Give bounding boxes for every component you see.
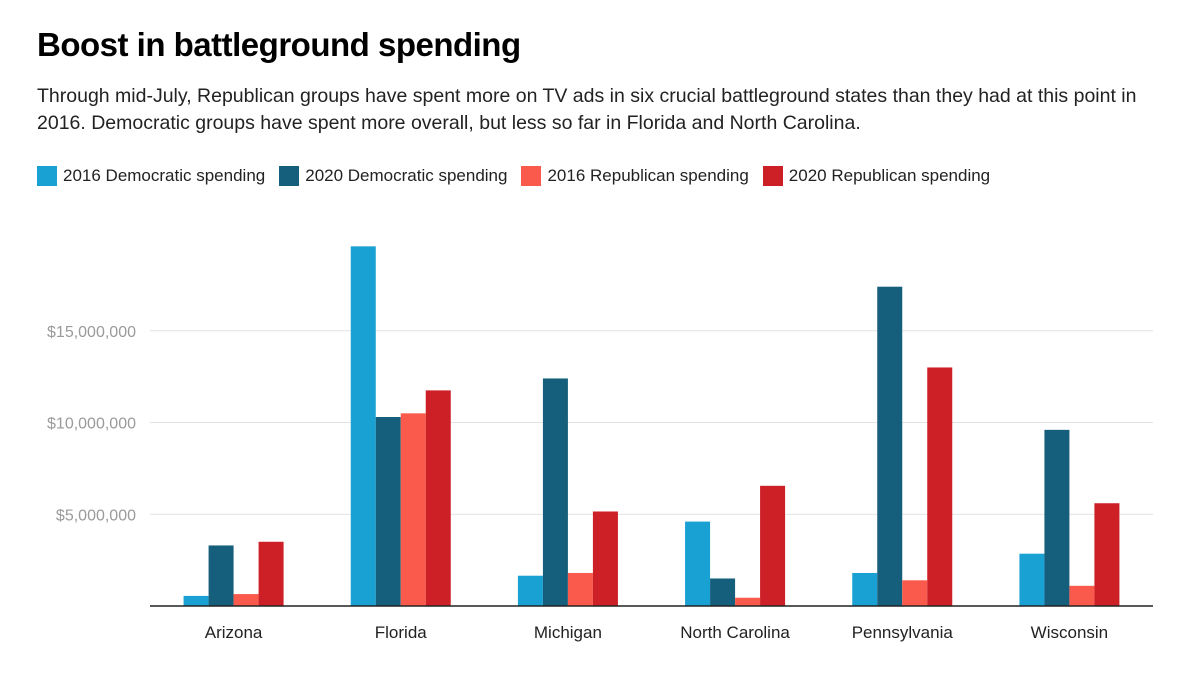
bar-pennsylvania-series-3 xyxy=(927,367,953,606)
legend-swatch-2016-rep xyxy=(521,166,542,186)
bar-wisconsin-series-1 xyxy=(1044,429,1070,606)
x-tick-label: Pennsylvania xyxy=(852,623,954,642)
bars xyxy=(183,246,1120,606)
bar-pennsylvania-series-2 xyxy=(902,580,928,606)
bar-florida-series-2 xyxy=(400,413,426,606)
bar-north-carolina-series-0 xyxy=(685,521,711,606)
bar-arizona-series-3 xyxy=(258,541,284,606)
x-tick-label: Wisconsin xyxy=(1031,623,1108,642)
legend-label-2016-rep: 2016 Republican spending xyxy=(547,166,749,185)
bar-florida-series-0 xyxy=(350,246,376,606)
bar-arizona-series-1 xyxy=(208,545,234,606)
bar-pennsylvania-series-0 xyxy=(852,572,878,606)
y-tick-label: $15,000,000 xyxy=(47,324,136,341)
chart-subtitle: Through mid-July, Republican groups have… xyxy=(37,85,1137,134)
bar-florida-series-1 xyxy=(375,416,401,606)
legend-item-2020-dem: 2020 Democratic spending xyxy=(279,166,507,186)
x-tick-label: Arizona xyxy=(205,623,263,642)
legend-swatch-2020-dem xyxy=(279,166,300,186)
bar-michigan-series-0 xyxy=(517,575,543,606)
legend-item-2020-rep: 2020 Republican spending xyxy=(762,166,991,186)
bar-michigan-series-1 xyxy=(542,378,568,606)
x-tick-label: Michigan xyxy=(534,623,602,642)
chart-title: Boost in battleground spending xyxy=(37,26,521,63)
bar-wisconsin-series-2 xyxy=(1069,585,1095,606)
legend: 2016 Democratic spending 2020 Democratic… xyxy=(37,166,1004,186)
bar-wisconsin-series-0 xyxy=(1019,553,1045,606)
bar-arizona-series-2 xyxy=(233,594,259,606)
gridlines xyxy=(150,330,1153,515)
x-tick-label: Florida xyxy=(375,623,428,642)
bar-north-carolina-series-1 xyxy=(710,578,736,606)
bar-michigan-series-2 xyxy=(567,572,593,606)
bar-wisconsin-series-3 xyxy=(1094,503,1120,606)
bar-florida-series-3 xyxy=(425,390,451,606)
axes: $5,000,000 $10,000,000 $15,000,000 Arizona F… xyxy=(47,324,1153,642)
legend-label-2020-rep: 2020 Republican spending xyxy=(788,166,991,185)
legend-swatch-2016-dem xyxy=(37,166,57,186)
bar-arizona-series-0 xyxy=(183,595,209,606)
legend-label-2016-dem: 2016 Democratic spending xyxy=(63,166,266,185)
bar-north-carolina-series-3 xyxy=(760,485,786,606)
legend-swatch-2020-rep xyxy=(762,166,783,186)
y-tick-label: $5,000,000 xyxy=(56,507,136,524)
bar-pennsylvania-series-1 xyxy=(877,286,903,606)
x-tick-label: North Carolina xyxy=(680,623,790,642)
legend-label-2020-dem: 2020 Democratic spending xyxy=(305,166,508,185)
bar-michigan-series-3 xyxy=(592,511,618,606)
bar-north-carolina-series-2 xyxy=(735,597,761,606)
y-tick-label: $10,000,000 xyxy=(47,416,136,433)
legend-item-2016-dem: 2016 Democratic spending xyxy=(37,166,265,186)
legend-item-2016-rep: 2016 Republican spending xyxy=(521,166,749,186)
